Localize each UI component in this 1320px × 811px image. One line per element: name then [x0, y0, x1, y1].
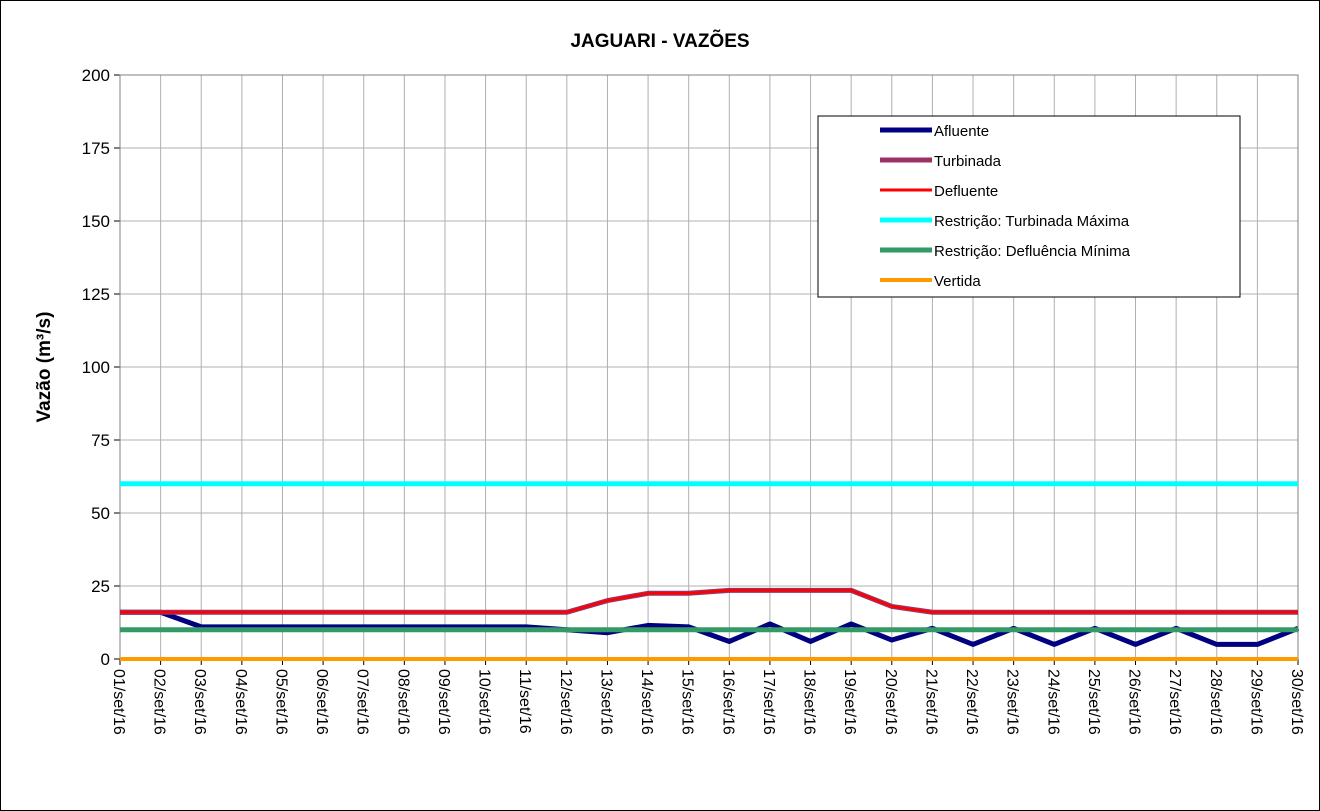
x-tick-label: 19/set/16: [841, 669, 858, 735]
x-tick-label: 15/set/16: [679, 669, 696, 735]
x-tick-label: 07/set/16: [354, 669, 371, 735]
y-tick-label: 125: [82, 285, 110, 304]
x-tick-label: 30/set/16: [1288, 669, 1305, 735]
x-tick-label: 11/set/16: [516, 669, 533, 734]
x-tick-label: 01/set/16: [110, 669, 127, 735]
x-tick-label: 05/set/16: [272, 669, 289, 735]
x-tick-label: 25/set/16: [1085, 669, 1102, 735]
y-tick-label: 175: [82, 139, 110, 158]
legend-box: [817, 115, 1241, 298]
y-tick-label: 75: [91, 431, 110, 450]
x-tick-label: 21/set/16: [922, 669, 939, 735]
y-axis-title: Vazão (m³/s): [34, 312, 55, 423]
y-tick-label: 0: [101, 650, 110, 669]
legend-label: Turbinada: [934, 153, 1002, 170]
x-tick-label: 04/set/16: [232, 669, 249, 735]
x-tick-label: 22/set/16: [963, 669, 980, 735]
x-tick-label: 08/set/16: [394, 669, 411, 735]
legend-label: Restrição: Turbinada Máxima: [934, 213, 1130, 230]
legend-label: Afluente: [934, 123, 989, 140]
legend-label: Defluente: [934, 183, 998, 200]
y-tick-label: 150: [82, 212, 110, 231]
x-tick-label: 09/set/16: [435, 669, 452, 735]
x-tick-label: 24/set/16: [1044, 669, 1061, 735]
x-tick-label: 20/set/16: [882, 669, 899, 735]
x-tick-label: 14/set/16: [638, 669, 655, 735]
x-tick-label: 02/set/16: [151, 669, 168, 735]
x-tick-label: 16/set/16: [719, 669, 736, 735]
series-line: [120, 589, 1298, 614]
legend-label: Restrição: Defluência Mínima: [934, 243, 1131, 260]
chart-title: JAGUARI - VAZÕES: [570, 30, 749, 52]
x-tick-label: 23/set/16: [1004, 669, 1021, 735]
x-tick-label: 29/set/16: [1247, 669, 1264, 735]
x-tick-label: 13/set/16: [597, 669, 614, 735]
x-tick-label: 28/set/16: [1207, 669, 1224, 735]
x-tick-label: 06/set/16: [313, 669, 330, 735]
x-tick-label: 03/set/16: [191, 669, 208, 735]
x-tick-label: 17/set/16: [760, 669, 777, 735]
x-tick-label: 18/set/16: [801, 669, 818, 735]
y-tick-label: 50: [91, 504, 110, 523]
x-tick-label: 26/set/16: [1126, 669, 1143, 735]
x-tick-label: 27/set/16: [1166, 669, 1183, 735]
x-tick-label: 12/set/16: [557, 669, 574, 735]
y-tick-label: 25: [91, 577, 110, 596]
legend-label: Vertida: [934, 273, 981, 290]
x-tick-label: 10/set/16: [476, 669, 493, 735]
y-tick-label: 200: [82, 66, 110, 85]
y-tick-label: 100: [82, 358, 110, 377]
